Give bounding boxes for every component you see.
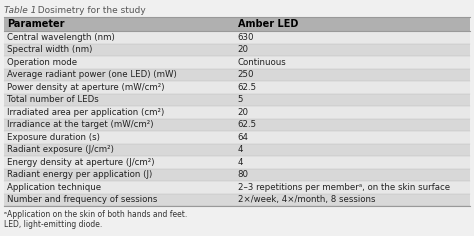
Bar bbox=[4, 68, 470, 81]
Text: ᵃApplication on the skin of both hands and feet.: ᵃApplication on the skin of both hands a… bbox=[4, 210, 187, 219]
Bar bbox=[4, 31, 470, 43]
Text: LED, light-emitting diode.: LED, light-emitting diode. bbox=[4, 220, 102, 229]
Text: 5: 5 bbox=[237, 95, 243, 104]
Bar bbox=[4, 131, 470, 143]
Text: Number and frequency of sessions: Number and frequency of sessions bbox=[7, 195, 157, 204]
Text: Radiant energy per application (J): Radiant energy per application (J) bbox=[7, 170, 152, 179]
Text: 64: 64 bbox=[237, 133, 249, 142]
Bar bbox=[4, 81, 470, 93]
Text: 62.5: 62.5 bbox=[237, 120, 257, 129]
Bar bbox=[4, 169, 470, 181]
Text: Spectral width (nm): Spectral width (nm) bbox=[7, 45, 92, 54]
Bar bbox=[4, 17, 470, 31]
Text: Energy density at aperture (J/cm²): Energy density at aperture (J/cm²) bbox=[7, 158, 155, 167]
Text: Parameter: Parameter bbox=[7, 19, 64, 29]
Text: Application technique: Application technique bbox=[7, 183, 101, 192]
Text: Amber LED: Amber LED bbox=[237, 19, 298, 29]
Bar bbox=[4, 181, 470, 194]
Bar bbox=[4, 194, 470, 206]
Bar bbox=[4, 56, 470, 68]
Text: Radiant exposure (J/cm²): Radiant exposure (J/cm²) bbox=[7, 145, 114, 154]
Text: Central wavelength (nm): Central wavelength (nm) bbox=[7, 33, 115, 42]
Bar bbox=[4, 106, 470, 118]
Text: Table 1: Table 1 bbox=[4, 6, 36, 15]
Text: Average radiant power (one LED) (mW): Average radiant power (one LED) (mW) bbox=[7, 70, 177, 79]
Text: Irradiance at the target (mW/cm²): Irradiance at the target (mW/cm²) bbox=[7, 120, 154, 129]
Text: Total number of LEDs: Total number of LEDs bbox=[7, 95, 99, 104]
Text: 630: 630 bbox=[237, 33, 254, 42]
Text: Operation mode: Operation mode bbox=[7, 58, 77, 67]
Bar bbox=[4, 93, 470, 106]
Bar bbox=[4, 118, 470, 131]
Text: Continuous: Continuous bbox=[237, 58, 286, 67]
Text: 2×/week, 4×/month, 8 sessions: 2×/week, 4×/month, 8 sessions bbox=[237, 195, 375, 204]
Bar bbox=[4, 156, 470, 169]
Text: 2–3 repetitions per memberᵃ, on the skin surface: 2–3 repetitions per memberᵃ, on the skin… bbox=[237, 183, 450, 192]
Text: Irradiated area per application (cm²): Irradiated area per application (cm²) bbox=[7, 108, 164, 117]
Text: 4: 4 bbox=[237, 158, 243, 167]
Text: 80: 80 bbox=[237, 170, 249, 179]
Text: Power density at aperture (mW/cm²): Power density at aperture (mW/cm²) bbox=[7, 83, 164, 92]
Text: 20: 20 bbox=[237, 45, 249, 54]
Text: Dosimetry for the study: Dosimetry for the study bbox=[32, 6, 146, 15]
Text: 4: 4 bbox=[237, 145, 243, 154]
Bar bbox=[4, 43, 470, 56]
Text: 20: 20 bbox=[237, 108, 249, 117]
Text: 62.5: 62.5 bbox=[237, 83, 257, 92]
Bar bbox=[4, 143, 470, 156]
Text: Exposure duration (s): Exposure duration (s) bbox=[7, 133, 100, 142]
Text: 250: 250 bbox=[237, 70, 254, 79]
